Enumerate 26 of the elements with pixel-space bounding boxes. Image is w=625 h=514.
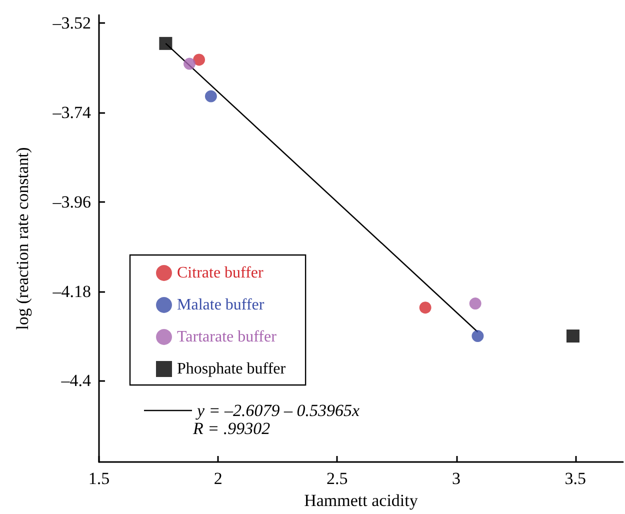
y-tick-label: –3.52 bbox=[52, 14, 91, 33]
point bbox=[159, 36, 172, 50]
x-tick-label: 2.5 bbox=[326, 469, 348, 488]
y-axis-title: log (reaction rate constant) bbox=[13, 147, 32, 330]
y-tick-label: –3.74 bbox=[52, 103, 92, 122]
legend-label: Malate buffer bbox=[177, 296, 265, 314]
point bbox=[184, 58, 196, 70]
y-tick-label: –4.4 bbox=[60, 371, 92, 390]
legend-label: y = –2.6079 – 0.53965x bbox=[195, 401, 360, 420]
point bbox=[419, 302, 432, 314]
x-tick-label: 2 bbox=[214, 469, 222, 488]
annotation: R = .99302 bbox=[192, 419, 271, 438]
point bbox=[204, 90, 217, 102]
legend-label: Phosphate buffer bbox=[177, 360, 286, 378]
x-tick-label: 3.5 bbox=[564, 469, 586, 488]
point bbox=[472, 330, 484, 342]
y-tick-label: –4.18 bbox=[52, 282, 91, 301]
x-tick-label: 3 bbox=[452, 469, 461, 488]
point bbox=[566, 330, 580, 343]
point bbox=[193, 54, 206, 66]
legend-label: Citrate buffer bbox=[177, 264, 264, 282]
x-tick-label: 1.5 bbox=[88, 469, 110, 488]
point bbox=[469, 298, 482, 310]
x-axis-title: Hammett acidity bbox=[304, 491, 418, 510]
legend-label: Tartarate buffer bbox=[177, 328, 278, 346]
y-tick-label: –3.96 bbox=[52, 192, 91, 212]
